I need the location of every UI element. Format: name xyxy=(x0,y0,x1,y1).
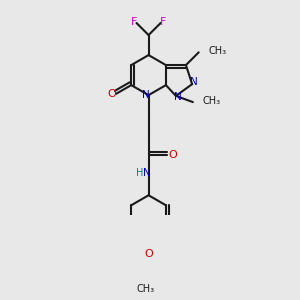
Text: N: N xyxy=(142,168,150,178)
Text: N: N xyxy=(142,90,150,100)
Text: F: F xyxy=(160,16,167,27)
Text: F: F xyxy=(130,16,137,27)
Text: H: H xyxy=(136,168,144,178)
Text: CH₃: CH₃ xyxy=(209,46,227,56)
Text: O: O xyxy=(144,249,153,259)
Text: O: O xyxy=(168,150,177,160)
Text: O: O xyxy=(108,88,117,99)
Text: CH₃: CH₃ xyxy=(136,284,155,294)
Text: CH₃: CH₃ xyxy=(203,96,221,106)
Text: N: N xyxy=(174,92,182,102)
Text: N: N xyxy=(190,77,198,87)
